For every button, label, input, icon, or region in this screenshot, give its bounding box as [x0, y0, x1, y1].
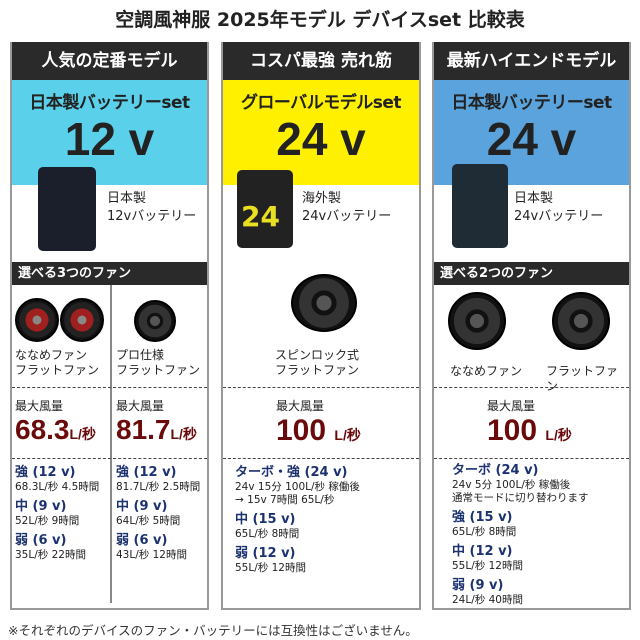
divider — [223, 387, 419, 388]
set-name: グローバルモデルset — [240, 93, 402, 113]
battery-label: 海外製 24vバッテリー — [302, 190, 391, 226]
fan-icon — [15, 298, 59, 342]
max-airflow: 100 L/秒 — [487, 414, 572, 447]
compatibility-note: ※それぞれのデバイスのファン・バッテリーには互換性はございません。 — [8, 623, 418, 638]
mode-list: ターボ・強 (24 v) 24v 15分 100L/秒 稼働後 → 15v 7時間… — [235, 465, 360, 574]
fan-label: ななめファン フラットファン — [15, 348, 100, 377]
max-airflow: 81.7L/秒 — [116, 414, 197, 445]
battery-origin: 海外製 — [302, 191, 342, 206]
fan-label: フラットファン — [546, 364, 619, 393]
fan-icon — [134, 300, 176, 342]
max-airflow: 100 L/秒 — [276, 414, 361, 447]
mode-list: 強 (12 v) 81.7L/秒 2.5時間 中 (9 v) 64L/秒 5時間 弱… — [116, 465, 201, 561]
column-header: 最新ハイエンドモデル — [434, 42, 629, 80]
divider — [12, 387, 207, 388]
divider — [12, 458, 207, 459]
column-12v-japan: 人気の定番モデル 日本製バッテリーset 12 v 日本製 12vバッテリー 選べ… — [10, 42, 209, 610]
battery-label: 日本製 24vバッテリー — [514, 190, 603, 226]
max-airflow-label: 最大風量 — [276, 399, 325, 413]
column-header: 人気の定番モデル — [12, 42, 207, 80]
battery-label: 日本製 12vバッテリー — [107, 190, 196, 226]
column-24v-highend: 最新ハイエンドモデル 日本製バッテリーset 24 v 日本製 24vバッテリー … — [432, 42, 631, 610]
battery-name: 24vバッテリー — [302, 209, 392, 224]
battery-name: 24vバッテリー — [514, 209, 604, 224]
battery-image: 24 — [237, 170, 293, 248]
mode-list: 強 (12 v) 68.3L/秒 4.5時間 中 (9 v) 52L/秒 9時間 弱… — [15, 465, 100, 561]
fan-label: スピンロック式 フラットファン — [275, 348, 360, 377]
fan-icon — [60, 298, 104, 342]
battery-name: 12vバッテリー — [107, 209, 197, 224]
max-airflow: 68.3L/秒 — [15, 414, 96, 445]
battery-image — [452, 164, 508, 248]
voltage: 24 v — [276, 113, 366, 165]
model-band: グローバルモデルset 24 v — [223, 80, 419, 185]
battery-image — [38, 167, 96, 251]
fan-icon — [291, 274, 357, 332]
fan-label: ななめファン — [450, 364, 523, 378]
fan-label: プロ仕様 フラットファン — [116, 348, 201, 377]
divider — [110, 285, 112, 603]
divider — [434, 387, 629, 388]
set-name: 日本製バッテリーset — [29, 93, 190, 113]
page-title: 空調風神服 2025年モデル デバイスset 比較表 — [115, 9, 525, 31]
fan-icon — [552, 292, 610, 350]
column-24v-global: コスパ最強 売れ筋 グローバルモデルset 24 v 24 海外製 24vバッテリ… — [221, 42, 421, 610]
battery-origin: 日本製 — [107, 191, 147, 206]
column-header: コスパ最強 売れ筋 — [223, 42, 419, 80]
battery-origin: 日本製 — [514, 191, 554, 206]
max-airflow-label: 最大風量 — [15, 399, 64, 413]
voltage: 24 v — [486, 113, 577, 165]
fan-section-header: 選べる2つのファン — [434, 262, 629, 285]
fan-icon — [448, 292, 506, 350]
max-airflow-label: 最大風量 — [116, 399, 165, 413]
voltage: 12 v — [64, 113, 155, 165]
mode-list: ターボ (24 v) 24v 5分 100L/秒 稼働後 通常モードに切り替わりま… — [452, 463, 589, 606]
divider — [223, 458, 419, 459]
set-name: 日本製バッテリーset — [451, 93, 612, 113]
divider — [434, 458, 629, 459]
max-airflow-label: 最大風量 — [487, 399, 536, 413]
fan-section-header: 選べる3つのファン — [12, 262, 207, 285]
